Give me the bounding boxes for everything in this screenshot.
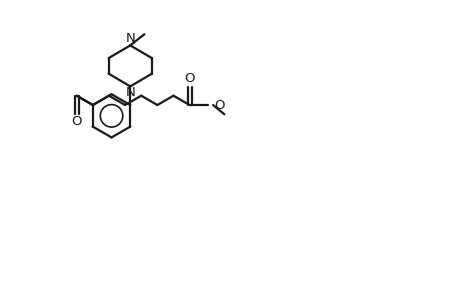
Text: O: O <box>185 72 195 86</box>
Text: O: O <box>215 98 225 112</box>
Text: O: O <box>71 115 82 128</box>
Text: N: N <box>125 32 135 45</box>
Text: N: N <box>125 86 135 99</box>
